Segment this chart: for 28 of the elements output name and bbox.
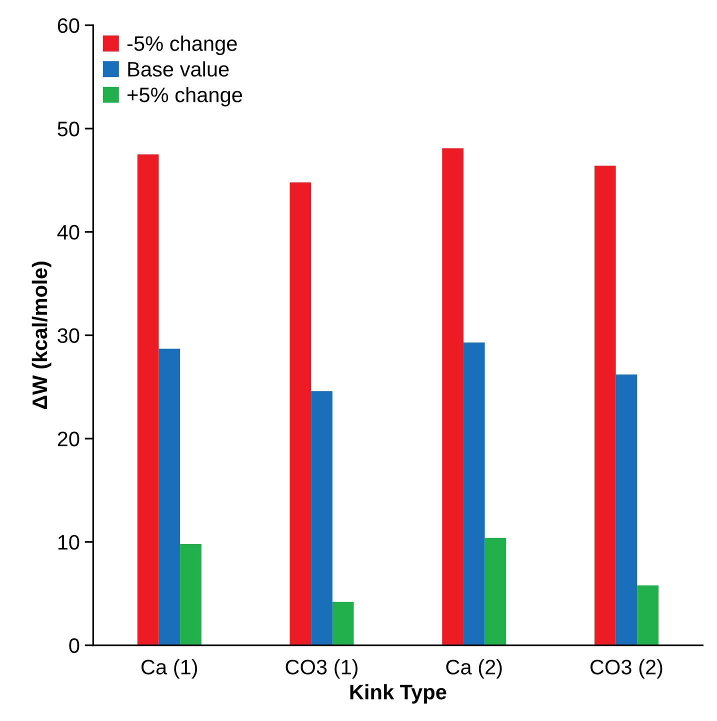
y-tick-label: 0	[69, 638, 80, 654]
bar	[616, 374, 638, 646]
bar	[463, 342, 485, 646]
x-tick-label: Ca (2)	[446, 659, 502, 679]
y-tick-label: 20	[58, 432, 80, 446]
bar	[637, 585, 658, 646]
bar	[290, 182, 312, 646]
y-tick-label: 10	[58, 534, 80, 550]
x-tick-label: Ca (1)	[142, 659, 198, 679]
bar	[311, 391, 332, 646]
bar	[442, 148, 464, 646]
legend-label: +5% change	[128, 86, 242, 106]
y-tick-label: 30	[58, 328, 80, 344]
y-tick-label: 60	[58, 18, 80, 33]
bar	[137, 154, 159, 646]
y-tick-label: 50	[58, 122, 80, 136]
x-tick-label: CO3 (2)	[590, 659, 662, 679]
legend-label: Base value	[128, 61, 229, 77]
bar	[594, 166, 616, 646]
bar	[484, 538, 506, 646]
y-tick-label: 40	[57, 224, 80, 240]
bar	[158, 348, 180, 646]
x-axis-title: Kink Type	[350, 684, 446, 704]
bar	[332, 602, 354, 646]
legend-label: -5% change	[127, 36, 237, 56]
y-axis-title: ΔW (kcal/mole)	[32, 262, 52, 410]
bar	[180, 544, 202, 646]
x-tick-label: CO3 (1)	[286, 659, 358, 679]
